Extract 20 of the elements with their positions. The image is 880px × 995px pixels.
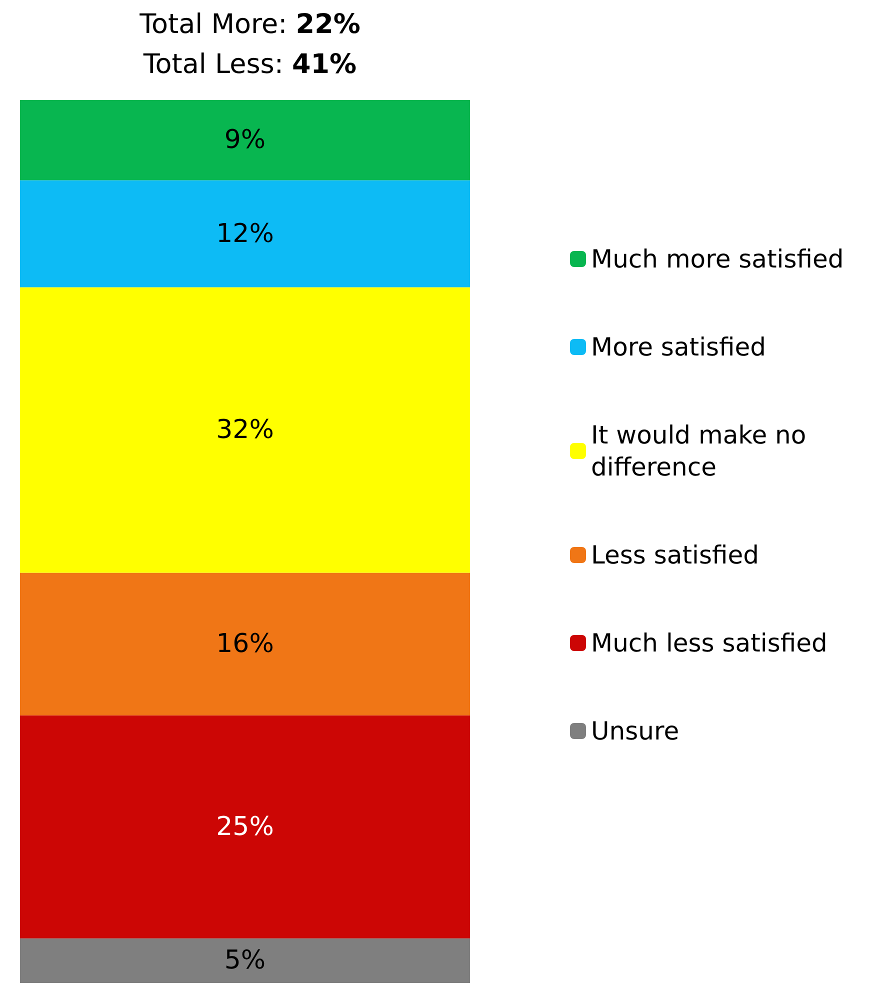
data-label: 32% bbox=[216, 415, 274, 446]
bar bbox=[20, 287, 470, 573]
data-label: 12% bbox=[216, 218, 274, 249]
chart-subtitle: Total Less: 41% bbox=[142, 49, 357, 80]
legend-label: Much less satisfied bbox=[591, 628, 828, 658]
bar bbox=[20, 715, 470, 938]
legend-label: Unsure bbox=[591, 716, 680, 746]
bar bbox=[20, 100, 470, 180]
legend-label: Much more satisfied bbox=[591, 244, 844, 274]
legend-label: Less satisfied bbox=[591, 540, 759, 570]
legend-label: More satisfied bbox=[591, 332, 766, 362]
bar bbox=[20, 180, 470, 288]
data-label: 9% bbox=[224, 125, 266, 156]
legend-label: It would make no difference bbox=[591, 420, 814, 482]
bar bbox=[20, 572, 470, 716]
data-label: 16% bbox=[216, 629, 274, 660]
chart-title: Total More: 22% bbox=[138, 9, 360, 40]
data-label: 25% bbox=[216, 812, 274, 842]
data-label: 5% bbox=[224, 946, 266, 976]
bar bbox=[20, 938, 470, 983]
